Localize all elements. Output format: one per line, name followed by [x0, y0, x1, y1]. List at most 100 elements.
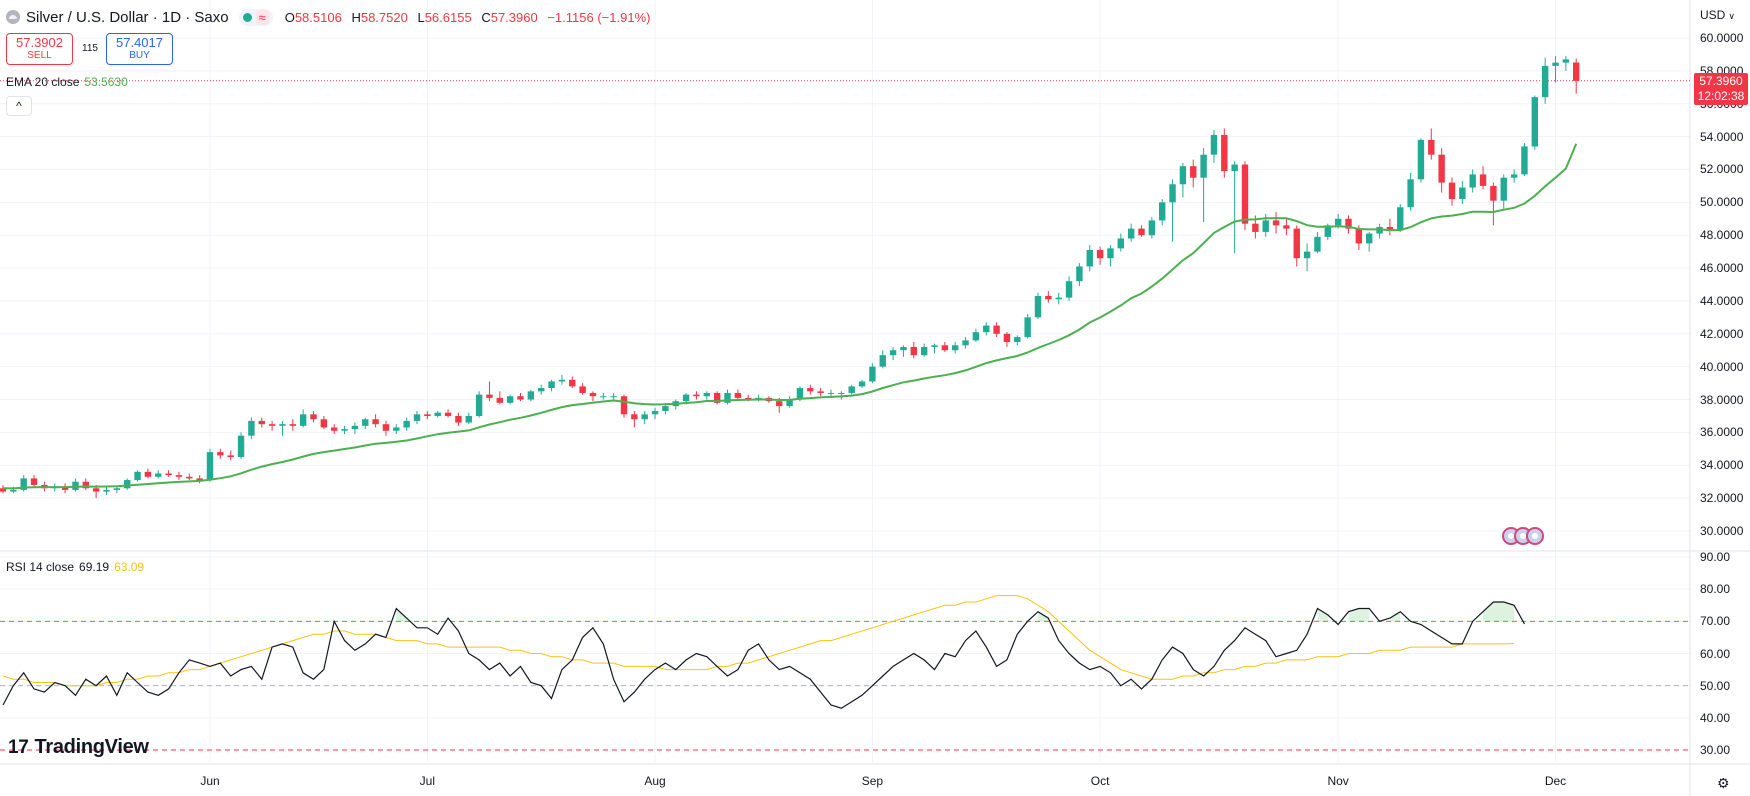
- candle-body: [217, 452, 224, 456]
- candle-body: [1293, 228, 1300, 259]
- currency-selector[interactable]: USD ∨: [1700, 8, 1735, 22]
- candle-body: [1407, 179, 1414, 208]
- candle: [299, 409, 307, 428]
- candle-body: [424, 414, 431, 416]
- candle: [589, 391, 597, 402]
- delayed-data-icon: ≈: [255, 9, 269, 25]
- economic-events[interactable]: [1502, 527, 1544, 545]
- settings-gear-icon[interactable]: ⚙: [1717, 775, 1730, 791]
- candle-body: [858, 381, 866, 387]
- rsi-tick-label: 40.00: [1700, 710, 1731, 725]
- candle-body: [1045, 296, 1052, 300]
- candle-body: [713, 392, 721, 403]
- candle-body: [1438, 154, 1445, 183]
- candle: [1541, 57, 1549, 104]
- candle-body: [1272, 220, 1280, 226]
- candle: [279, 420, 286, 436]
- candle: [1500, 174, 1507, 209]
- candle-body: [786, 399, 793, 407]
- candle: [331, 424, 338, 435]
- candle-body: [186, 476, 193, 479]
- candle-body: [1190, 166, 1197, 178]
- rsi-tick-label: 80.00: [1700, 582, 1731, 597]
- candle-body: [1531, 97, 1538, 147]
- candle-body: [155, 473, 162, 477]
- candle-body: [527, 391, 535, 400]
- rsi-legend[interactable]: RSI 14 close 69.19 63.09: [6, 560, 144, 574]
- rsi-tick-label: 70.00: [1700, 614, 1731, 629]
- candle-body: [589, 392, 597, 397]
- candle: [465, 412, 472, 425]
- candle-body: [1014, 337, 1021, 343]
- candle: [186, 473, 193, 481]
- tradingview-logo[interactable]: 17 TradingView: [8, 736, 149, 759]
- candle-body: [1500, 177, 1507, 201]
- candle-body: [662, 406, 669, 412]
- candle-body: [134, 471, 141, 481]
- candle: [1127, 223, 1135, 242]
- price-tick-label: 54.0000: [1700, 129, 1744, 144]
- symbol-title[interactable]: Silver / U.S. Dollar · 1D · Saxo: [26, 8, 229, 26]
- candle: [879, 350, 886, 369]
- price-tick-label: 50.0000: [1700, 195, 1744, 210]
- candle-body: [1428, 139, 1435, 155]
- candle: [786, 396, 793, 408]
- candle: [1272, 212, 1280, 234]
- candle-body: [796, 388, 804, 400]
- candle: [910, 342, 917, 359]
- candle-body: [1024, 317, 1031, 338]
- candle-body: [61, 486, 69, 490]
- candle-body: [1138, 228, 1145, 236]
- candle-body: [600, 396, 607, 398]
- price-tick-label: 48.0000: [1700, 228, 1744, 243]
- spread-value: 115: [82, 43, 98, 54]
- sell-button[interactable]: 57.3902 SELL: [6, 33, 73, 65]
- status-indicators[interactable]: ≈: [238, 8, 273, 26]
- symbol-icon[interactable]: [6, 10, 20, 24]
- buy-button[interactable]: 57.4017 BUY: [106, 33, 173, 65]
- candle-body: [455, 415, 462, 423]
- candle: [413, 411, 421, 425]
- candle: [1417, 138, 1425, 183]
- candle-body: [1521, 146, 1528, 175]
- last-price-value: 57.3960: [1699, 74, 1743, 88]
- candle: [631, 411, 638, 428]
- ema-legend-label: EMA 20 close: [6, 75, 80, 89]
- candle: [641, 411, 648, 425]
- candle: [103, 486, 110, 495]
- candle-body: [900, 346, 907, 351]
- candle-body: [1283, 225, 1290, 229]
- candle-body: [972, 332, 980, 341]
- candle-body: [962, 340, 969, 346]
- candle: [1314, 231, 1321, 254]
- candle-body: [1324, 225, 1331, 237]
- ema-legend[interactable]: EMA 20 close 53.5630: [6, 75, 128, 89]
- event-flag-icon[interactable]: [1526, 527, 1544, 545]
- candle-body: [206, 452, 214, 481]
- candle: [538, 384, 545, 395]
- candle: [372, 414, 379, 428]
- candle-body: [952, 345, 959, 351]
- rsi-overbought-fill: [1038, 611, 1049, 622]
- price-tick-label: 42.0000: [1700, 326, 1744, 341]
- sell-label: SELL: [27, 50, 52, 61]
- candle: [1448, 177, 1456, 206]
- candle: [941, 342, 949, 352]
- candle-body: [82, 481, 89, 489]
- candle: [1169, 179, 1176, 242]
- buy-price: 57.4017: [116, 35, 163, 50]
- buy-label: BUY: [129, 50, 150, 61]
- candle: [1562, 56, 1570, 71]
- candle: [651, 407, 659, 420]
- sell-price: 57.3902: [16, 35, 63, 50]
- collapse-legend-button[interactable]: ^: [6, 96, 32, 116]
- price-tick-label: 40.0000: [1700, 359, 1744, 374]
- candle-body: [993, 325, 1000, 334]
- candle-body: [1148, 220, 1156, 236]
- candle: [82, 478, 89, 490]
- candle: [289, 419, 296, 431]
- candle: [600, 392, 607, 400]
- candle: [1107, 245, 1114, 267]
- candle: [703, 391, 710, 400]
